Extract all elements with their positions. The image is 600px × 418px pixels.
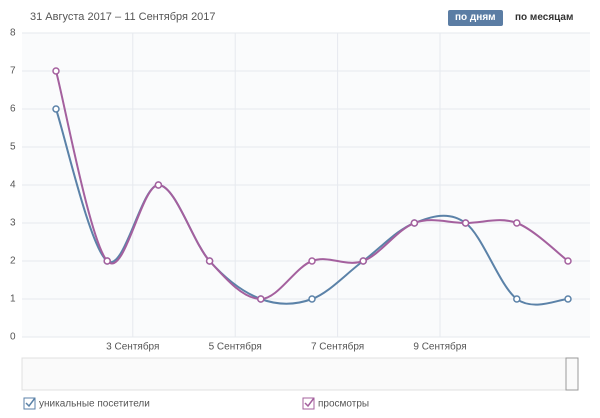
point (257, 295, 265, 303)
point (564, 295, 572, 303)
date-range: 31 Августа 2017 – 11 Сентября 2017 (30, 11, 216, 23)
point (103, 257, 111, 265)
point (308, 295, 316, 303)
legend-check (25, 397, 36, 408)
point (308, 257, 316, 265)
x-tick-label: 3 Сентября (106, 341, 159, 353)
point (564, 257, 572, 265)
navigator-handle (565, 357, 579, 391)
point (513, 219, 521, 227)
legend-checkbox (302, 397, 315, 410)
point (410, 219, 419, 227)
point (513, 295, 521, 303)
navigator (21, 357, 579, 391)
x-tick-label: 7 Сентября (311, 341, 364, 353)
point (52, 105, 60, 113)
y-tick-label: 7 (10, 66, 16, 77)
point (461, 219, 470, 227)
legend-checkbox (23, 397, 36, 410)
legend-label: просмотры (318, 399, 369, 410)
point (205, 257, 214, 265)
legend-check (304, 397, 315, 408)
y-tick-label: 3 (10, 218, 16, 229)
point (359, 257, 367, 265)
day-button[interactable]: по дням (448, 10, 503, 26)
point (154, 181, 163, 189)
y-tick-label: 4 (10, 180, 16, 191)
legend-label: уникальные посетители (39, 399, 150, 410)
y-tick-label: 5 (10, 142, 16, 153)
y-tick-label: 0 (10, 332, 16, 343)
y-tick-label: 6 (10, 104, 16, 115)
x-tick-label: 9 Сентября (413, 341, 466, 353)
month-button[interactable]: по месяцам (515, 12, 574, 23)
y-tick-label: 2 (10, 256, 16, 267)
series-line (55, 108, 569, 306)
point (52, 67, 60, 75)
x-tick-label: 5 Сентября (209, 341, 262, 353)
y-tick-label: 1 (10, 294, 16, 305)
y-tick-label: 8 (10, 28, 16, 39)
